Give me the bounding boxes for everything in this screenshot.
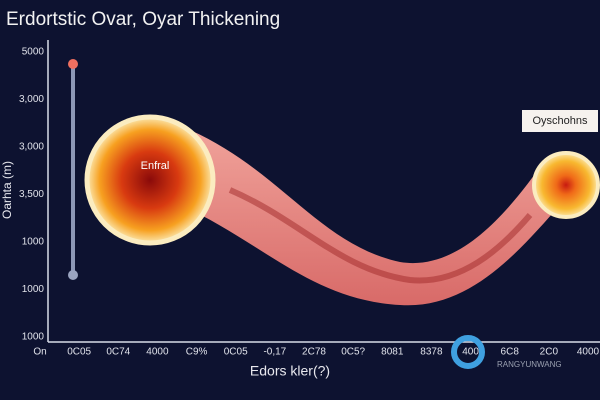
x-tick-label: 400 — [462, 347, 479, 358]
x-tick-label: 0C5? — [341, 347, 365, 358]
tissue-vein — [228, 187, 533, 284]
x-tick-label: 0C05 — [224, 347, 248, 358]
x-tick-label: On — [33, 347, 46, 358]
x-tick-label: -0,17 — [263, 347, 286, 358]
y-tick-label: 3,500 — [19, 189, 44, 200]
rod-top — [68, 59, 78, 69]
left-circle-label: Enfral — [141, 160, 170, 172]
right-circle-label: Oyschohns — [532, 115, 588, 127]
x-tick-label: 2C0 — [540, 347, 559, 358]
y-tick-label: 3,000 — [19, 142, 44, 153]
left-circle — [84, 114, 216, 246]
y-axis-label: Oarhta (m) — [0, 161, 14, 219]
label-box — [522, 110, 598, 132]
title: Erdortstic Ovar, Oyar Thickening — [6, 9, 280, 30]
x-tick-label: 0C74 — [106, 347, 130, 358]
watermark-text: RANGYUNWANG — [497, 360, 562, 369]
x-tick-label: 0C05 — [67, 347, 91, 358]
x-tick-label: 8378 — [420, 347, 443, 358]
x-tick-label: 4000 — [577, 347, 600, 358]
x-axis-label: Edors kler(?) — [250, 363, 330, 379]
x-tick-label: 2C78 — [302, 347, 326, 358]
rod-bottom — [68, 270, 78, 280]
x-tick-label: 4000 — [146, 347, 169, 358]
right-circle — [532, 151, 600, 219]
ticks: 5000 3,000 3,000 3,500 1000 1000 1000 On 0C05 0C7… — [19, 47, 600, 358]
y-tick-label: 1000 — [22, 332, 45, 343]
x-tick-label: 8081 — [381, 347, 404, 358]
x-tick-label: C9% — [186, 347, 208, 358]
x-tick-label: 6C8 — [501, 347, 520, 358]
y-tick-label: 1000 — [22, 237, 45, 248]
y-tick-label: 5000 — [22, 47, 45, 58]
tissue-band — [180, 130, 560, 306]
watermark-logo — [451, 335, 485, 369]
y-tick-label: 1000 — [22, 284, 45, 295]
y-tick-label: 3,000 — [19, 94, 44, 105]
